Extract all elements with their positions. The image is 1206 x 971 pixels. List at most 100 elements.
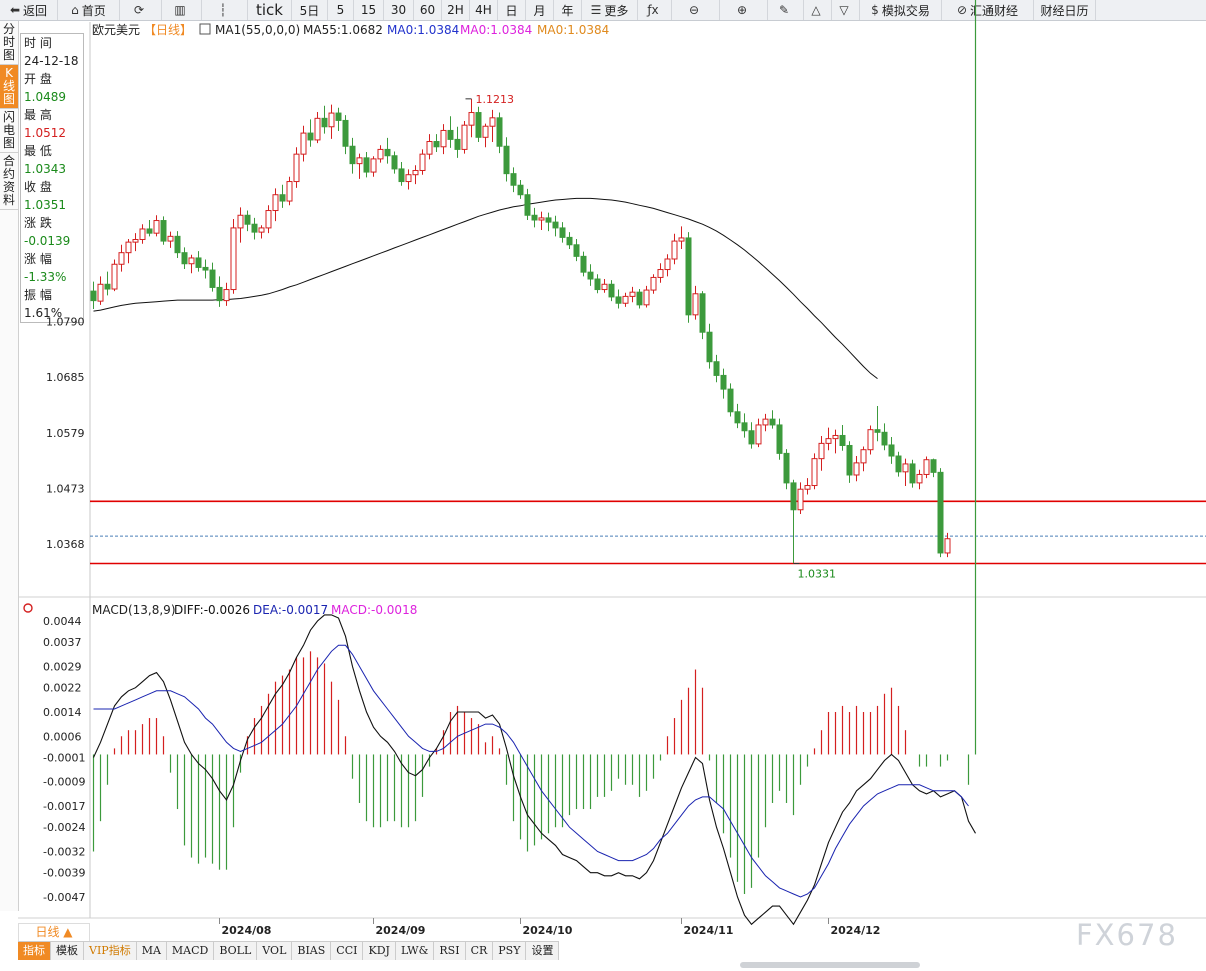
indicator-tab-9[interactable]: KDJ: [363, 942, 396, 960]
toolbar-button-20[interactable]: ✎: [768, 0, 804, 20]
toolbar-button-17[interactable]: ƒx: [638, 0, 672, 20]
period-label: 【日线】: [144, 23, 192, 37]
price-axis-label: 1.0685: [46, 371, 85, 384]
candle-body: [762, 418, 769, 426]
candle-body: [426, 141, 433, 155]
indicator-tab-11[interactable]: RSI: [434, 942, 466, 960]
indicator-tab-6[interactable]: VOL: [257, 942, 293, 960]
toolbar-button-22[interactable]: ▽: [832, 0, 860, 20]
candle-body: [811, 458, 818, 487]
candle-body: [874, 429, 881, 433]
candle-body: [111, 263, 118, 290]
candle-body: [685, 237, 692, 316]
toolbar-button-15[interactable]: 年: [554, 0, 582, 20]
macd-legend-1: DEA:-0.0017: [253, 603, 328, 617]
toolbar-button-7[interactable]: 5: [328, 0, 354, 20]
candle-body: [412, 169, 419, 176]
candle-body: [930, 459, 937, 473]
indicator-tab-2[interactable]: VIP指标: [84, 942, 137, 960]
toolbar-button-16[interactable]: ☰ 更多: [582, 0, 638, 20]
candle-body: [650, 276, 657, 291]
toolbar-button-label: 15: [360, 3, 377, 17]
function-icon: ƒx: [647, 3, 659, 17]
candle-body: [258, 227, 265, 233]
candle-body: [566, 236, 573, 246]
toolbar-button-0[interactable]: ⬅ 返回: [0, 0, 58, 20]
info-value: 24-12-18: [24, 54, 79, 68]
zoom-in-icon: ⊕: [736, 3, 748, 17]
candle-body: [741, 422, 748, 432]
indicator-tab-14[interactable]: 设置: [526, 942, 560, 960]
candle-body: [104, 283, 111, 290]
toolbar-button-3[interactable]: ▥: [162, 0, 202, 20]
candle-body: [755, 424, 762, 445]
info-label: 涨 幅: [24, 252, 52, 266]
candle-body: [776, 424, 783, 454]
toolbar-button-1[interactable]: ⌂ 首页: [58, 0, 120, 20]
indicator-tab-13[interactable]: PSY: [493, 942, 527, 960]
fx678-watermark: FX678: [1076, 918, 1178, 952]
period-selector-button[interactable]: 日线 ▲: [18, 923, 90, 942]
macd-axis-label: -0.0009: [43, 776, 85, 789]
candle-body: [601, 283, 608, 291]
indicator-tab-10[interactable]: LW&: [396, 942, 435, 960]
price-axis-label: 1.0473: [46, 483, 85, 496]
toolbar-button-21[interactable]: △: [804, 0, 832, 20]
macd-legend-2: MACD:-0.0018: [331, 603, 417, 617]
side-tab-1[interactable]: K线图: [0, 65, 18, 109]
side-tab-3[interactable]: 合约资料: [0, 153, 18, 210]
indicator-tab-4[interactable]: MACD: [167, 942, 215, 960]
candle-body: [440, 129, 447, 148]
date-axis-label: 2024/10: [523, 924, 573, 937]
toolbar-button-24[interactable]: ⊘ 汇通财经: [942, 0, 1034, 20]
indicator-tab-0[interactable]: 指标: [18, 942, 51, 960]
candle-body: [720, 374, 727, 390]
macd-axis-label: -0.0001: [43, 751, 85, 764]
side-tab-0[interactable]: 分时图: [0, 21, 18, 65]
toolbar-button-13[interactable]: 日: [498, 0, 526, 20]
toolbar: ⬅ 返回 ⌂ 首页 ⟳ ▥ ┆ tick 5日 5 15 30 60 2H 4H 日月年 ☰ 更多 ƒx ⊖ ⊕ ✎ △ ▽ $…: [0, 0, 1206, 21]
indicator-tab-7[interactable]: BIAS: [292, 942, 332, 960]
candle-body: [195, 257, 202, 268]
candle-body: [132, 239, 139, 243]
toolbar-button-label: 首页: [81, 3, 106, 18]
candle-body: [636, 291, 643, 306]
indicator-tab-12[interactable]: CR: [466, 942, 494, 960]
chart-canvas[interactable]: 欧元美元 【日线】 MA1(55,0,0,0) MA55:1.0682 MA0:1.03…: [0, 0, 1206, 940]
candle-body: [853, 462, 860, 476]
side-tab-2[interactable]: 闪电图: [0, 109, 18, 153]
candle-body: [888, 444, 895, 457]
candle-body: [454, 138, 461, 150]
date-axis-label: 2024/09: [376, 924, 426, 937]
toolbar-button-2[interactable]: ⟳: [120, 0, 162, 20]
toolbar-button-8[interactable]: 15: [354, 0, 384, 20]
indicator-tab-1[interactable]: 模板: [51, 942, 84, 960]
toolbar-button-6[interactable]: 5日: [292, 0, 328, 20]
toolbar-button-4[interactable]: ┆: [202, 0, 248, 20]
indicator-tab-3[interactable]: MA: [137, 942, 167, 960]
toolbar-button-11[interactable]: 2H: [442, 0, 470, 20]
toolbar-button-label: 5日: [299, 3, 320, 18]
back-arrow-icon: ⬅: [9, 3, 21, 17]
toolbar-button-label: 60: [419, 3, 436, 17]
candle-body: [909, 463, 916, 484]
candle-body: [237, 214, 244, 229]
toolbar-button-12[interactable]: 4H: [470, 0, 498, 20]
indicator-tab-8[interactable]: CCI: [331, 942, 364, 960]
candle-body: [713, 361, 720, 376]
toolbar-button-19[interactable]: ⊕: [720, 0, 768, 20]
toolbar-button-18[interactable]: ⊖: [672, 0, 720, 20]
draw-pen-icon: ✎: [778, 3, 790, 17]
toolbar-button-9[interactable]: 30: [384, 0, 414, 20]
info-value: 1.61%: [24, 306, 63, 320]
date-axis-label: 2024/11: [684, 924, 734, 937]
indicator-tab-5[interactable]: BOLL: [214, 942, 258, 960]
candle-body: [797, 488, 804, 511]
horizontal-scrollbar[interactable]: [740, 962, 920, 968]
candle-body: [671, 240, 678, 260]
toolbar-button-5[interactable]: tick: [248, 0, 292, 20]
toolbar-button-25[interactable]: 财经日历: [1034, 0, 1096, 20]
toolbar-button-23[interactable]: $ 模拟交易: [860, 0, 942, 20]
toolbar-button-10[interactable]: 60: [414, 0, 442, 20]
toolbar-button-14[interactable]: 月: [526, 0, 554, 20]
